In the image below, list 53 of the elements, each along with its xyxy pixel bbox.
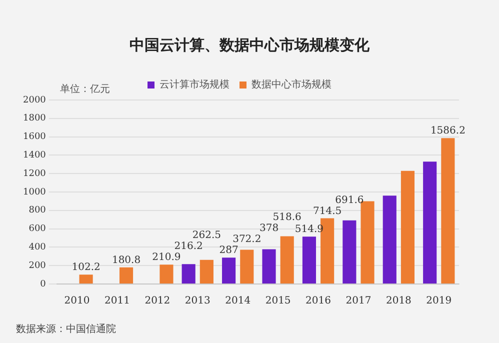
bar bbox=[342, 220, 356, 284]
bar bbox=[79, 274, 93, 284]
y-tick-label: 0 bbox=[40, 279, 46, 290]
data-label: 287 bbox=[219, 245, 238, 256]
y-tick-label: 1800 bbox=[23, 114, 46, 124]
x-tick-label: 2015 bbox=[265, 296, 291, 307]
bar bbox=[302, 236, 316, 284]
x-tick-label: 2018 bbox=[386, 296, 412, 307]
y-tick-label: 1400 bbox=[23, 150, 46, 161]
x-tick-label: 2019 bbox=[426, 296, 452, 307]
bar bbox=[280, 236, 294, 284]
bar bbox=[423, 162, 437, 284]
x-tick-label: 2013 bbox=[184, 296, 210, 307]
y-tick-label: 1600 bbox=[23, 132, 46, 142]
bar bbox=[441, 138, 455, 284]
bar bbox=[262, 249, 276, 284]
data-label: 714.5 bbox=[312, 206, 342, 217]
y-tick-label: 800 bbox=[28, 206, 46, 216]
data-label: 378 bbox=[259, 223, 279, 234]
y-tick-label: 1200 bbox=[23, 168, 46, 179]
data-label: 216.2 bbox=[174, 241, 203, 252]
bar bbox=[222, 258, 236, 284]
legend-label: 数据中心市场规模 bbox=[252, 78, 332, 91]
bar bbox=[382, 196, 396, 284]
y-tick-label: 600 bbox=[28, 224, 46, 234]
data-label: 518.6 bbox=[272, 212, 302, 224]
data-label: 691.6 bbox=[335, 194, 364, 206]
y-tick-label: 200 bbox=[28, 260, 46, 271]
data-label: 1586.2 bbox=[430, 126, 466, 137]
data-label: 372.2 bbox=[232, 234, 262, 246]
x-tick-label: 2017 bbox=[346, 296, 372, 307]
y-tick-label: 2000 bbox=[23, 95, 46, 106]
data-label: 180.8 bbox=[112, 254, 141, 266]
bar bbox=[119, 267, 134, 284]
bar bbox=[182, 264, 196, 284]
y-tick-label: 1000 bbox=[23, 187, 46, 198]
bar bbox=[400, 170, 415, 284]
bar bbox=[240, 250, 254, 284]
chart-title: 中国云计算、数据中心市场规模变化 bbox=[128, 36, 370, 55]
legend-label: 云计算市场规模 bbox=[160, 78, 230, 91]
x-tick-label: 2016 bbox=[306, 296, 331, 307]
x-tick-label: 2014 bbox=[225, 296, 251, 307]
y-axis-title: 单位：亿元 bbox=[60, 82, 110, 96]
bar bbox=[160, 264, 174, 284]
bar bbox=[200, 260, 214, 284]
x-tick-label: 2012 bbox=[144, 296, 170, 307]
x-tick-label: 2011 bbox=[104, 296, 130, 307]
data-label: 262.5 bbox=[192, 230, 222, 242]
data-label: 102.2 bbox=[72, 262, 100, 274]
y-tick-label: 400 bbox=[28, 242, 46, 253]
data-label: 210.9 bbox=[152, 252, 181, 264]
source-note: 数据来源：中国信通院 bbox=[16, 322, 116, 336]
x-tick-label: 2010 bbox=[64, 296, 90, 307]
